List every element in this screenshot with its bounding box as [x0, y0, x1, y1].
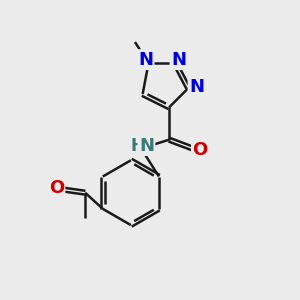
Text: N: N	[139, 136, 154, 154]
Text: N: N	[189, 78, 204, 96]
Text: N: N	[171, 51, 186, 69]
Text: O: O	[192, 141, 208, 159]
Text: H: H	[131, 136, 145, 154]
Text: O: O	[49, 179, 64, 197]
Text: N: N	[138, 51, 153, 69]
